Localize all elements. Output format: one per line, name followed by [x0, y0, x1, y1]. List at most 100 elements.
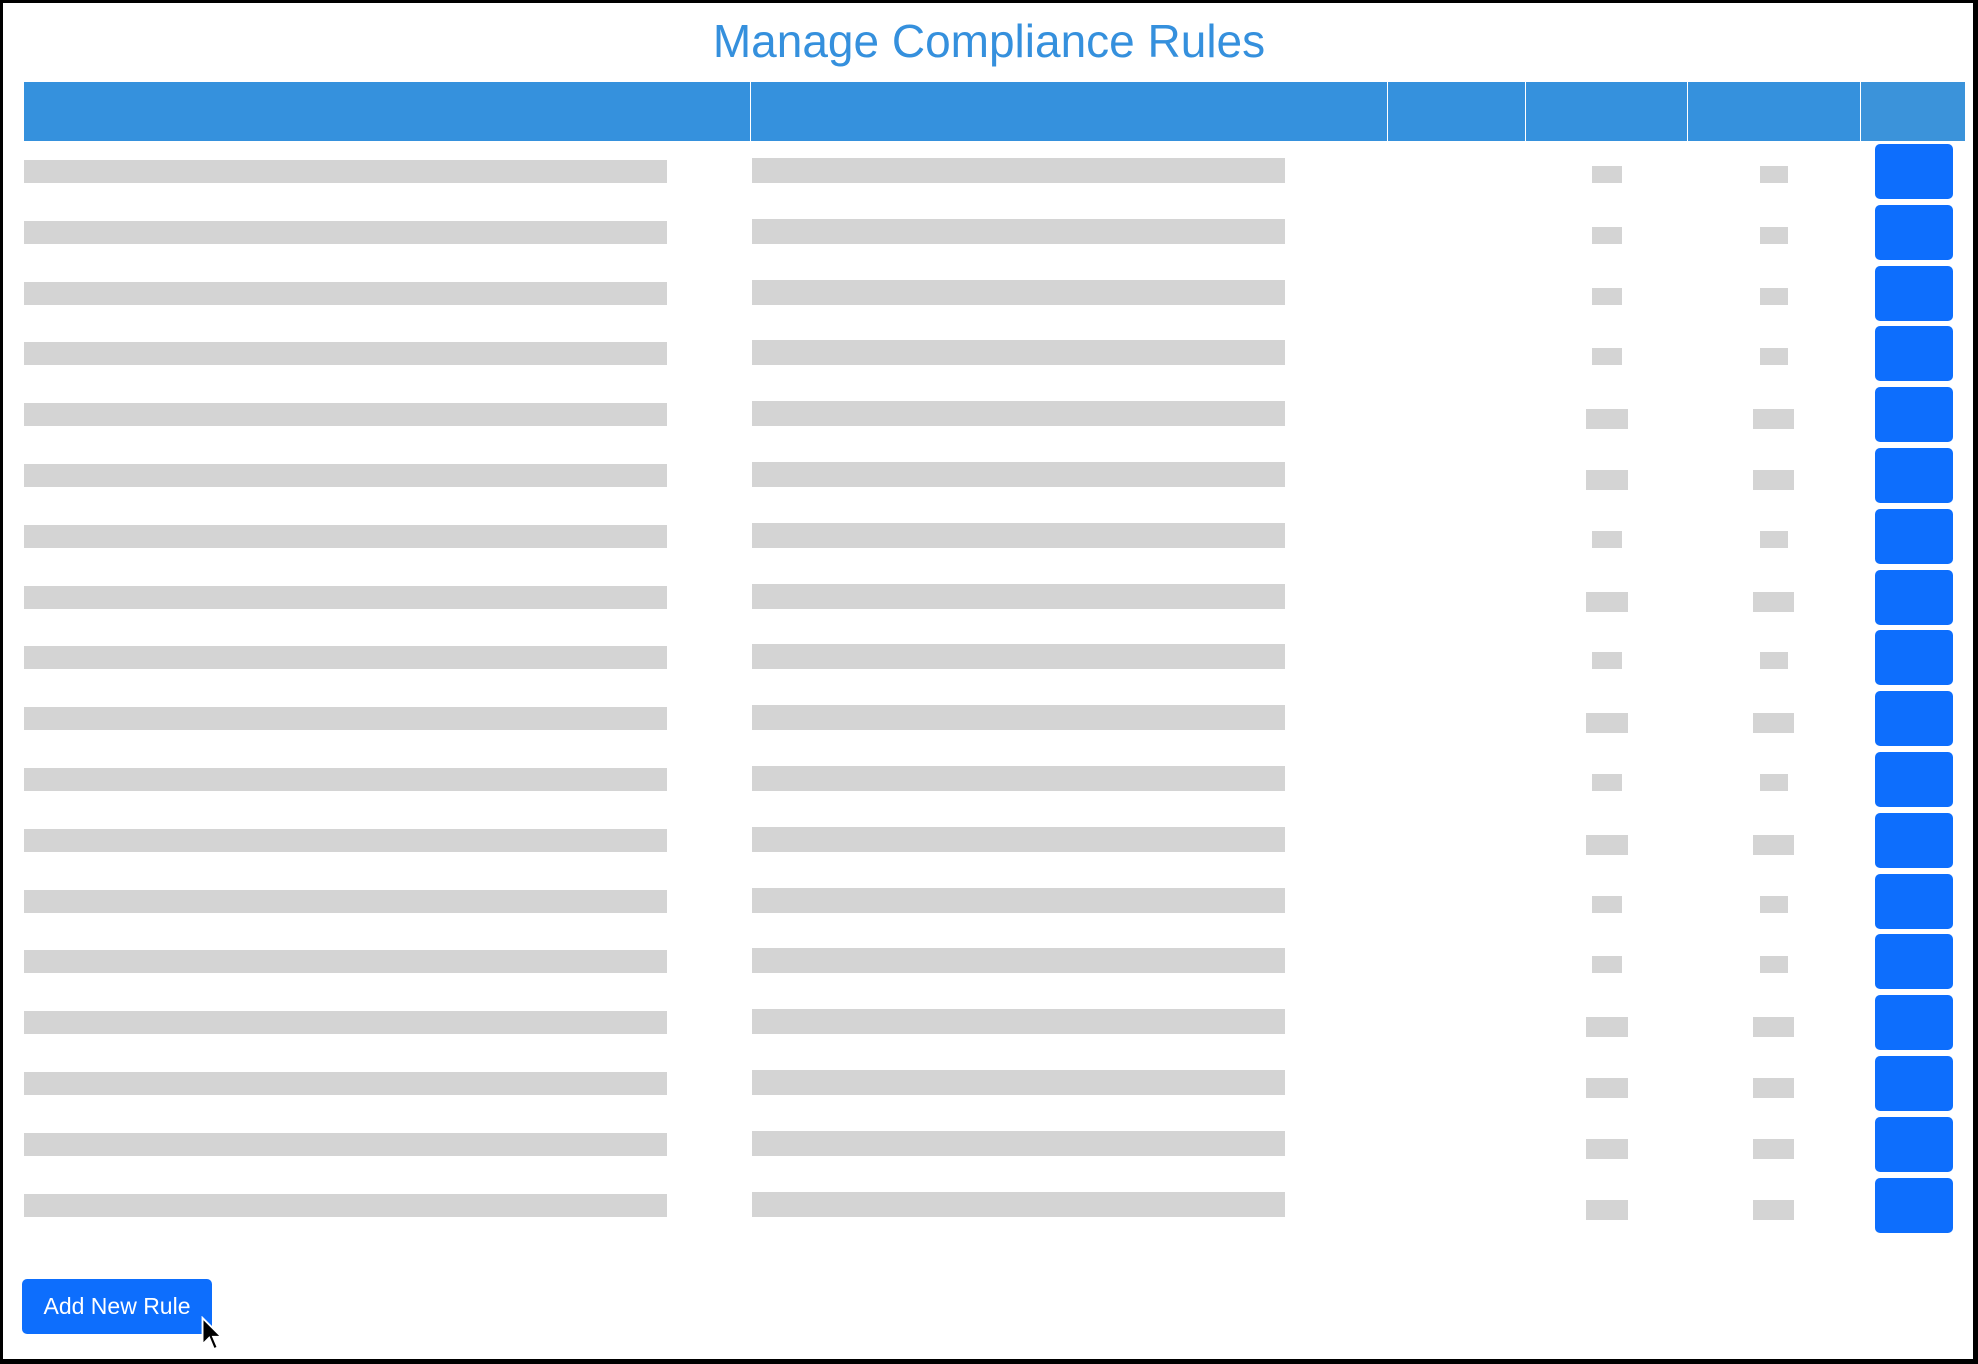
- cell-placeholder-value: [1760, 166, 1788, 183]
- cell-placeholder-name: [24, 646, 667, 670]
- cell-placeholder-description: [752, 766, 1285, 791]
- cell-placeholder-value: [1586, 409, 1628, 430]
- row-action-button[interactable]: [1875, 204, 1953, 260]
- table-row: [0, 752, 1978, 812]
- table-header: [24, 82, 1965, 141]
- cell-placeholder-description: [752, 1009, 1285, 1035]
- row-action-button[interactable]: [1875, 569, 1953, 625]
- cell-placeholder-value: [1586, 834, 1628, 855]
- cell-placeholder-value: [1586, 470, 1628, 490]
- cell-placeholder-value: [1586, 713, 1628, 734]
- row-action-button[interactable]: [1875, 508, 1953, 564]
- cell-placeholder-name: [24, 889, 667, 913]
- table-row: [0, 204, 1978, 265]
- row-action-button[interactable]: [1875, 448, 1953, 503]
- cell-placeholder-value: [1586, 1199, 1628, 1220]
- cell-placeholder-name: [24, 585, 667, 609]
- cell-placeholder-description: [752, 826, 1285, 852]
- cell-placeholder-name: [24, 1193, 667, 1217]
- cell-placeholder-value: [1760, 895, 1788, 913]
- cell-placeholder-value: [1753, 470, 1794, 490]
- cell-placeholder-value: [1753, 591, 1794, 612]
- cell-placeholder-value: [1753, 1199, 1794, 1220]
- row-action-button[interactable]: [1875, 752, 1953, 807]
- cell-placeholder-value: [1592, 287, 1622, 305]
- cell-placeholder-description: [752, 1191, 1285, 1217]
- cell-placeholder-name: [24, 403, 667, 427]
- cell-placeholder-description: [752, 644, 1285, 670]
- table-row: [0, 144, 1978, 204]
- cell-placeholder-value: [1592, 166, 1622, 183]
- cell-placeholder-value: [1592, 652, 1622, 670]
- cell-placeholder-value: [1753, 1017, 1794, 1038]
- row-action-button[interactable]: [1875, 995, 1953, 1051]
- row-action-button[interactable]: [1875, 1177, 1953, 1233]
- cell-placeholder-description: [752, 583, 1285, 609]
- table-row: [0, 873, 1978, 934]
- cell-placeholder-value: [1592, 348, 1622, 366]
- cell-placeholder-value: [1586, 1138, 1628, 1159]
- cell-placeholder-value: [1760, 956, 1788, 974]
- row-action-button[interactable]: [1875, 934, 1953, 990]
- cell-placeholder-name: [24, 768, 667, 791]
- cell-placeholder-name: [24, 1072, 667, 1095]
- row-action-button[interactable]: [1875, 265, 1953, 321]
- cell-placeholder-value: [1586, 591, 1628, 612]
- column-header-4[interactable]: [1526, 82, 1688, 141]
- mouse-cursor-icon: [201, 1316, 224, 1351]
- row-action-button[interactable]: [1875, 144, 1953, 199]
- table-row: [0, 995, 1978, 1055]
- row-action-button[interactable]: [1875, 691, 1953, 747]
- cell-placeholder-value: [1753, 409, 1794, 430]
- column-header-3[interactable]: [1388, 82, 1526, 141]
- cell-placeholder-value: [1760, 348, 1788, 366]
- cell-placeholder-description: [752, 1130, 1285, 1156]
- table-row: [0, 387, 1978, 447]
- cell-placeholder-value: [1592, 956, 1622, 974]
- cell-placeholder-description: [752, 401, 1285, 427]
- row-action-button[interactable]: [1875, 1116, 1953, 1172]
- cell-placeholder-description: [752, 158, 1285, 183]
- cell-placeholder-value: [1592, 895, 1622, 913]
- cell-placeholder-value: [1592, 530, 1622, 548]
- column-header-5[interactable]: [1688, 82, 1861, 141]
- table-row: [0, 691, 1978, 751]
- cell-placeholder-value: [1760, 287, 1788, 305]
- cell-placeholder-name: [24, 160, 667, 183]
- cell-placeholder-value: [1592, 226, 1622, 244]
- table-row: [0, 508, 1978, 569]
- row-action-button[interactable]: [1875, 873, 1953, 929]
- cell-placeholder-description: [752, 340, 1285, 366]
- table-row: [0, 569, 1978, 630]
- row-action-button[interactable]: [1875, 387, 1953, 443]
- column-header-2[interactable]: [751, 82, 1388, 141]
- cell-placeholder-value: [1760, 530, 1788, 548]
- row-action-button[interactable]: [1875, 1056, 1953, 1111]
- table-row: [0, 812, 1978, 873]
- cell-placeholder-description: [752, 887, 1285, 913]
- cell-placeholder-name: [24, 1011, 667, 1035]
- cell-placeholder-name: [24, 464, 667, 487]
- cell-placeholder-name: [24, 524, 667, 548]
- row-action-button[interactable]: [1875, 326, 1953, 382]
- add-new-rule-button[interactable]: Add New Rule: [22, 1279, 212, 1334]
- row-action-button[interactable]: [1875, 812, 1953, 868]
- table-row: [0, 1056, 1978, 1116]
- cell-placeholder-name: [24, 707, 667, 731]
- table-row: [0, 1177, 1978, 1238]
- cell-placeholder-value: [1753, 1078, 1794, 1098]
- page-title: Manage Compliance Rules: [712, 15, 1266, 67]
- cell-placeholder-value: [1760, 652, 1788, 670]
- cell-placeholder-name: [24, 1132, 667, 1156]
- cell-placeholder-description: [752, 522, 1285, 548]
- cell-placeholder-value: [1586, 1017, 1628, 1038]
- cell-placeholder-description: [752, 218, 1285, 244]
- column-header-1[interactable]: [24, 82, 751, 141]
- cell-placeholder-value: [1760, 774, 1788, 791]
- row-action-button[interactable]: [1875, 630, 1953, 686]
- cell-placeholder-description: [752, 948, 1285, 974]
- cell-placeholder-description: [752, 279, 1285, 305]
- column-header-6[interactable]: [1861, 82, 1965, 141]
- cell-placeholder-description: [752, 705, 1285, 731]
- cell-placeholder-value: [1592, 774, 1622, 791]
